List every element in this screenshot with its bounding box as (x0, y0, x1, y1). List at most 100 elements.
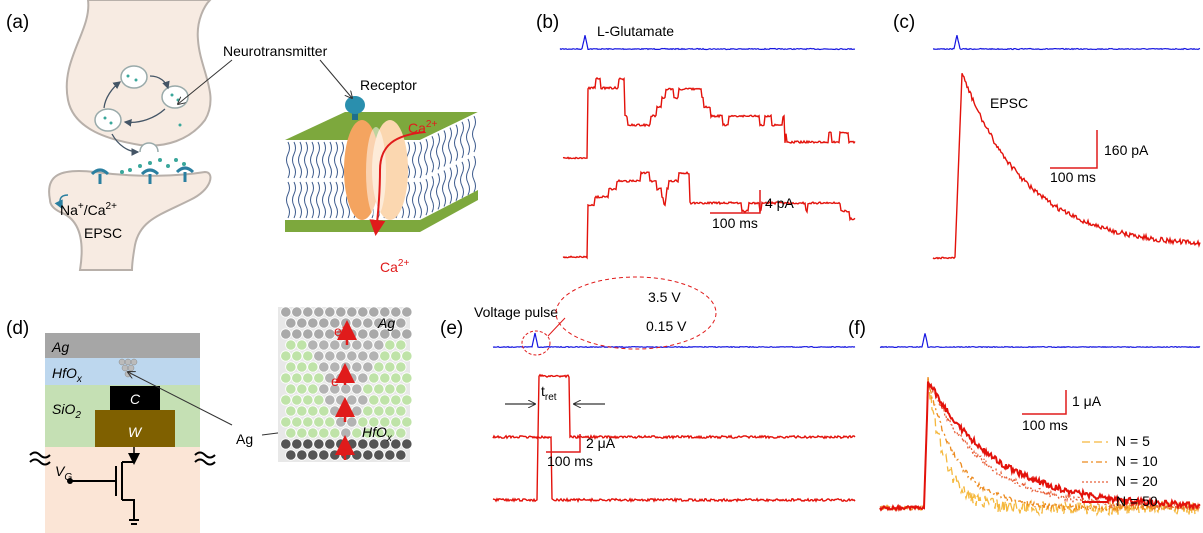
atom (325, 395, 335, 405)
trace (880, 333, 1200, 347)
atom (297, 450, 307, 460)
atom (314, 417, 324, 427)
layer-name: HfO (362, 424, 387, 440)
atom (358, 329, 368, 339)
atom (374, 362, 384, 372)
atom (319, 406, 329, 416)
atom (363, 384, 373, 394)
trace-label: EPSC (990, 95, 1028, 111)
ion-charge: 2+ (106, 201, 118, 212)
atom (396, 450, 406, 460)
atom (308, 450, 318, 460)
atom (297, 362, 307, 372)
atom (281, 439, 291, 449)
neurotransmitter-label: Neurotransmitter (223, 43, 328, 59)
atom (385, 384, 395, 394)
atom (347, 307, 357, 317)
atom (303, 351, 313, 361)
stimulus-label: L-Glutamate (597, 23, 674, 39)
atom (402, 395, 412, 405)
atom (292, 351, 302, 361)
atom (281, 307, 291, 317)
atom (286, 428, 296, 438)
atom (281, 373, 291, 383)
atom (319, 384, 329, 394)
trace (493, 333, 855, 347)
atom (286, 318, 296, 328)
trace (933, 73, 1200, 258)
legend-label: N = 50 (1116, 493, 1158, 509)
scale-label: 100 ms (547, 453, 593, 469)
atom (325, 417, 335, 427)
electron: e (334, 323, 342, 339)
atom (314, 329, 324, 339)
layer-name: SiO (52, 401, 75, 417)
atom (308, 428, 318, 438)
atom (369, 395, 379, 405)
layer-label: Ag (51, 339, 69, 355)
synapse-drawing (49, 0, 232, 270)
atom (292, 307, 302, 317)
atom (314, 373, 324, 383)
atom (385, 406, 395, 416)
trace (880, 382, 1200, 510)
atom (385, 362, 395, 372)
atom (303, 417, 313, 427)
scale-label: 100 ms (1050, 169, 1096, 185)
atom (297, 384, 307, 394)
legend-label: N = 5 (1116, 433, 1150, 449)
atom (314, 351, 324, 361)
atom (402, 417, 412, 427)
atom (308, 362, 318, 372)
atom (292, 329, 302, 339)
electron: e (331, 373, 339, 389)
electrode-label: C (130, 391, 141, 407)
trace (493, 375, 855, 438)
atom (297, 428, 307, 438)
atom (319, 362, 329, 372)
atom (380, 395, 390, 405)
atom (369, 439, 379, 449)
filament-label: Ag (236, 431, 253, 447)
panel-label: (d) (6, 318, 29, 339)
atom (385, 340, 395, 350)
scale-bar (1022, 390, 1066, 414)
atom (352, 362, 362, 372)
ion: Ca (380, 259, 398, 275)
layer-name: HfO (52, 365, 77, 381)
atom (314, 395, 324, 405)
atom (292, 417, 302, 427)
scale-label: 2 μA (586, 435, 616, 451)
atom (297, 318, 307, 328)
atom (325, 439, 335, 449)
atom (330, 406, 340, 416)
atom (396, 384, 406, 394)
atom (292, 373, 302, 383)
ion-charge: 2+ (426, 119, 438, 130)
atom (281, 329, 291, 339)
scale-label: 100 ms (1022, 417, 1068, 433)
scale-bar (710, 190, 760, 213)
atom (336, 351, 346, 361)
atom (402, 307, 412, 317)
atom (303, 395, 313, 405)
atom (391, 417, 401, 427)
atom (358, 439, 368, 449)
atom (286, 362, 296, 372)
atom (303, 329, 313, 339)
atom (281, 417, 291, 427)
atom (352, 428, 362, 438)
atom (347, 395, 357, 405)
electron-charge: - (339, 372, 342, 383)
retention-label: tret (541, 383, 557, 403)
atom (402, 373, 412, 383)
atom (308, 340, 318, 350)
atom (341, 428, 351, 438)
legend-label: N = 20 (1116, 473, 1158, 489)
atom (352, 450, 362, 460)
atom (286, 340, 296, 350)
atom (396, 362, 406, 372)
atom (380, 351, 390, 361)
atom (391, 395, 401, 405)
atom (281, 395, 291, 405)
